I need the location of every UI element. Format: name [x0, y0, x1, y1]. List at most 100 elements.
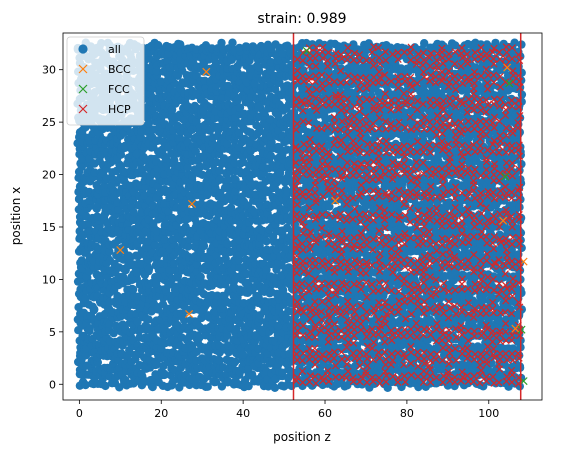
all-point: [278, 285, 288, 295]
all-point: [235, 103, 245, 112]
all-point: [215, 175, 224, 185]
all-point: [219, 363, 228, 372]
all-point: [266, 151, 276, 161]
all-point: [164, 207, 173, 216]
all-point: [81, 380, 90, 390]
all-point: [188, 172, 197, 181]
all-point: [85, 226, 94, 235]
all-point: [195, 162, 205, 171]
all-point: [222, 239, 232, 248]
all-point: [251, 331, 260, 340]
all-point: [222, 297, 232, 307]
all-point: [215, 166, 224, 176]
all-point: [232, 324, 241, 334]
all-point: [238, 350, 248, 359]
all-point: [154, 325, 163, 334]
all-point: [171, 284, 181, 293]
all-point: [235, 43, 244, 53]
all-point: [167, 105, 177, 114]
all-point: [160, 369, 169, 379]
all-point: [254, 293, 263, 302]
all-point: [247, 370, 257, 379]
all-point: [144, 264, 154, 274]
all-point: [254, 102, 263, 111]
all-point: [85, 136, 94, 145]
all-point: [129, 285, 138, 294]
all-point: [239, 230, 248, 239]
all-point: [152, 226, 162, 236]
all-point: [199, 238, 208, 248]
all-point: [93, 212, 102, 221]
all-point: [109, 329, 118, 338]
all-point: [101, 381, 110, 391]
all-point: [137, 164, 146, 173]
all-point: [176, 40, 185, 49]
all-point: [113, 291, 122, 301]
all-point: [217, 38, 226, 48]
all-point: [157, 77, 166, 86]
all-point: [160, 235, 170, 244]
all-point: [278, 49, 287, 58]
all-point: [196, 272, 205, 281]
all-point: [90, 168, 99, 177]
all-point: [226, 203, 236, 212]
all-point: [238, 71, 248, 80]
all-point: [90, 305, 99, 314]
all-point: [211, 377, 221, 387]
all-point: [128, 214, 138, 223]
all-point: [230, 357, 240, 366]
all-point: [242, 42, 251, 51]
all-point: [250, 79, 259, 88]
all-point: [168, 180, 178, 189]
all-point: [85, 154, 94, 163]
all-point: [148, 382, 157, 392]
all-point: [117, 349, 126, 358]
all-point: [179, 315, 189, 325]
all-point: [262, 265, 271, 275]
all-point: [116, 162, 126, 171]
all-point: [266, 115, 275, 124]
all-point: [242, 78, 251, 87]
all-point: [219, 154, 229, 163]
all-point: [254, 62, 264, 72]
all-point: [211, 58, 221, 68]
all-point: [169, 376, 178, 385]
all-point: [133, 317, 142, 327]
all-point: [81, 351, 91, 360]
all-point: [286, 175, 295, 185]
all-point: [270, 383, 280, 392]
all-point: [145, 54, 154, 63]
all-point: [144, 315, 153, 324]
all-point: [168, 213, 177, 223]
all-point: [282, 314, 291, 323]
all-point: [244, 381, 253, 391]
all-point: [183, 163, 192, 172]
all-point: [281, 244, 291, 254]
all-point: [148, 201, 158, 210]
all-point: [100, 182, 109, 191]
all-point: [275, 188, 284, 197]
all-point: [133, 292, 142, 301]
all-point: [262, 186, 271, 195]
all-point: [222, 139, 232, 149]
all-point: [215, 356, 224, 365]
all-point: [203, 382, 212, 391]
plot-area: [73, 33, 528, 400]
all-point: [175, 133, 185, 142]
all-point: [152, 360, 162, 369]
all-point: [262, 237, 271, 246]
all-point: [129, 207, 138, 217]
all-point: [144, 119, 153, 128]
all-point: [219, 304, 228, 313]
all-point: [250, 207, 259, 217]
all-point: [228, 38, 237, 47]
all-point: [183, 242, 193, 251]
all-point: [137, 369, 146, 379]
all-point: [246, 153, 256, 162]
all-point: [105, 247, 114, 256]
all-point: [77, 162, 87, 172]
all-point: [270, 273, 279, 282]
all-point: [124, 251, 134, 260]
